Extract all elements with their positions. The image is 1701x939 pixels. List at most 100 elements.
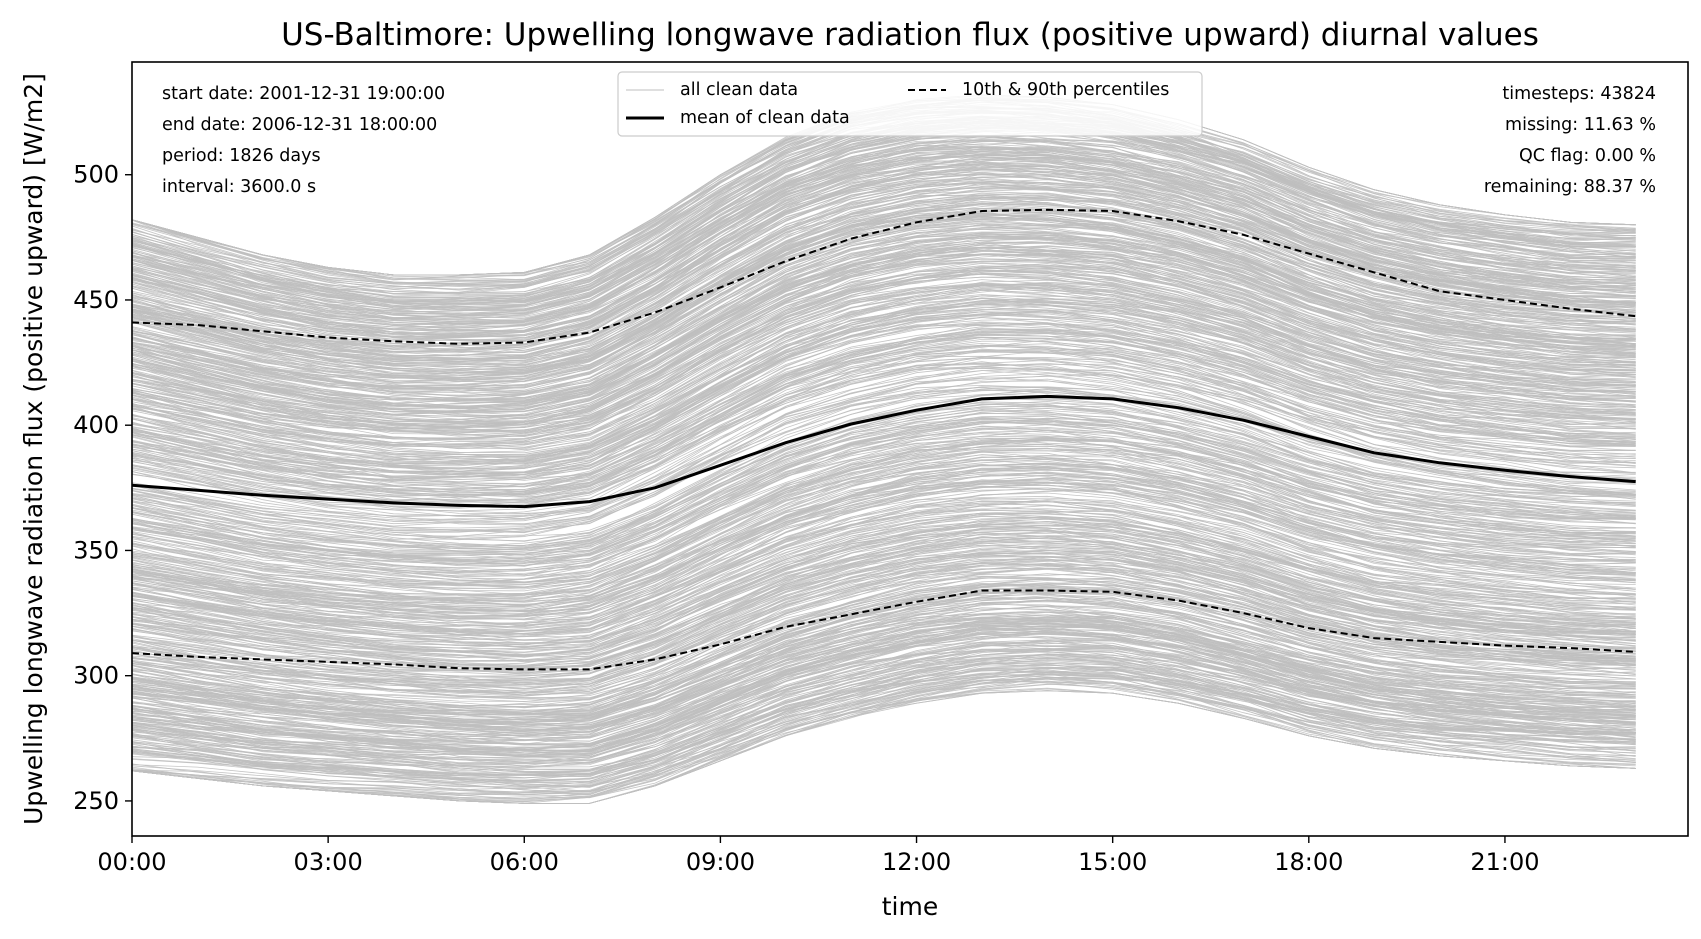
clean-data-line: [132, 419, 1636, 548]
clean-data-line: [132, 440, 1636, 604]
clean-data-line: [132, 253, 1636, 417]
clean-data-line: [132, 560, 1636, 675]
info-period: period: 1826 days: [162, 146, 321, 166]
clean-data-line: [132, 183, 1636, 338]
clean-data-line: [132, 334, 1636, 495]
clean-data-line: [132, 610, 1636, 721]
clean-data-line: [132, 166, 1636, 322]
clean-data-line: [132, 537, 1636, 655]
clean-data-line: [132, 590, 1636, 732]
clean-data-line: [132, 139, 1636, 338]
clean-data-line: [132, 433, 1636, 573]
clean-data-line: [132, 678, 1636, 803]
clean-data-line: [132, 138, 1636, 340]
y-axis: 250 300 350 400 450 500: [73, 161, 132, 815]
clean-data-line: [132, 140, 1636, 326]
clean-data-line: [132, 437, 1636, 573]
clean-data-line: [132, 129, 1636, 303]
clean-data-line: [132, 448, 1636, 589]
clean-data-line: [132, 487, 1636, 639]
clean-data-line: [132, 443, 1636, 586]
clean-data-line: [132, 482, 1636, 641]
clean-data-line: [132, 154, 1636, 352]
clean-data-line: [132, 219, 1636, 388]
clean-data-line: [132, 201, 1636, 368]
clean-data-line: [132, 358, 1636, 525]
clean-data-line: [132, 408, 1636, 542]
clean-data-line: [132, 535, 1636, 682]
info-missing: missing: 11.63 %: [1505, 115, 1656, 135]
clean-data-line: [132, 196, 1636, 387]
clean-data-line: [132, 592, 1636, 737]
clean-data-line: [132, 329, 1636, 480]
clean-data-line: [132, 628, 1636, 734]
legend-box: [617, 71, 1203, 137]
clean-data-line: [132, 223, 1636, 391]
clean-data-line: [132, 370, 1636, 503]
clean-data-line: [132, 181, 1636, 341]
clean-data-line: [132, 552, 1636, 675]
clean-data-line: [132, 284, 1636, 441]
x-tick-label: 12:00: [882, 848, 951, 876]
legend-label-mean: mean of clean data: [680, 108, 850, 128]
clean-data-line: [132, 427, 1636, 577]
clean-data-line: [132, 196, 1636, 374]
clean-data-line: [132, 518, 1636, 656]
clean-data-line: [132, 535, 1636, 672]
clean-data-line: [132, 454, 1636, 578]
clean-data-line: [132, 246, 1636, 430]
clean-data-line: [132, 164, 1636, 342]
clean-data-line: [132, 147, 1636, 348]
info-right: timesteps: 43824 missing: 11.63 % QC fla…: [1484, 84, 1656, 197]
legend-label-all-clean: all clean data: [680, 80, 798, 100]
clean-data-line: [132, 477, 1636, 630]
clean-data-line: [132, 121, 1636, 320]
legend: all clean data mean of clean data 10th &…: [617, 71, 1203, 137]
clean-data-line: [132, 459, 1636, 583]
clean-data-line: [132, 481, 1636, 604]
clean-data-line: [132, 242, 1636, 404]
clean-data-line: [132, 463, 1636, 620]
clean-data-line: [132, 687, 1636, 787]
clean-data-line: [132, 562, 1636, 690]
y-axis-label: Upwelling longwave radiation flux (posit…: [19, 73, 48, 825]
clean-data-line: [132, 262, 1636, 433]
plot-area: [132, 94, 1636, 804]
clean-data-line: [132, 149, 1636, 330]
x-tick-label: 00:00: [97, 848, 166, 876]
clean-data-line: [132, 305, 1636, 478]
clean-data-line: [132, 417, 1636, 585]
clean-data-line: [132, 636, 1636, 742]
clean-data-line: [132, 124, 1636, 303]
clean-data-line: [132, 466, 1636, 627]
clean-data-line: [132, 361, 1636, 500]
clean-data-line: [132, 347, 1636, 522]
clean-data-line: [132, 463, 1636, 592]
clean-data-line: [132, 539, 1636, 667]
clean-data-line: [132, 425, 1636, 566]
clean-data-line: [132, 324, 1636, 464]
clean-data-line: [132, 454, 1636, 608]
clean-data-line: [132, 529, 1636, 658]
clean-data-line: [132, 619, 1636, 749]
clean-data-line: [132, 323, 1636, 477]
percentile-90-line: [132, 208, 1636, 345]
clean-data-line: [132, 615, 1636, 742]
clean-data-line: [132, 532, 1636, 657]
clean-data-line: [132, 479, 1636, 606]
clean-data-line: [132, 282, 1636, 431]
clean-data-line: [132, 152, 1636, 312]
clean-data-line: [132, 412, 1636, 551]
clean-data-line: [132, 522, 1636, 642]
clean-data-line: [132, 509, 1636, 630]
clean-data-line: [132, 260, 1636, 426]
clean-data-line: [132, 179, 1636, 370]
clean-data-line: [132, 648, 1636, 756]
clean-data-line: [132, 323, 1636, 501]
clean-data-line: [132, 549, 1636, 682]
clean-data-line: [132, 146, 1636, 324]
clean-data-line: [132, 647, 1636, 763]
clean-data-line: [132, 269, 1636, 440]
clean-data-line: [132, 266, 1636, 417]
clean-data-line: [132, 317, 1636, 465]
